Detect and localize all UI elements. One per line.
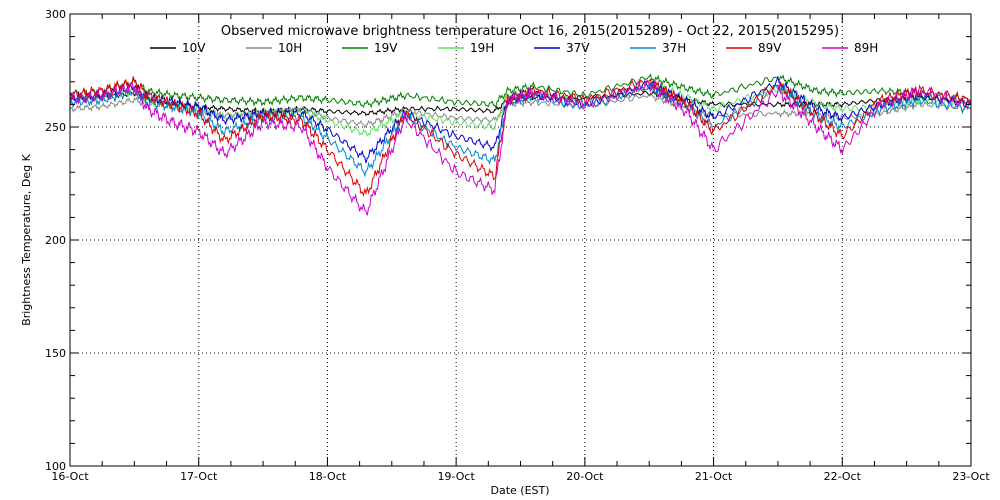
series-line-89h xyxy=(69,79,972,216)
chart-title: Observed microwave brightness temperatur… xyxy=(221,24,839,39)
axis-ticks: 100 150 200 250 300 16-Oct 17-Oct 18-Oct 19-Oct 2… xyxy=(45,8,990,483)
x-tick-label: 21-Oct xyxy=(695,470,733,483)
y-tick-label: 150 xyxy=(45,347,66,360)
x-tick-label: 19-Oct xyxy=(437,470,475,483)
legend-label-37h: 37H xyxy=(662,41,686,55)
legend-label-19v: 19V xyxy=(374,41,398,55)
legend-label-10h: 10H xyxy=(278,41,302,55)
x-tick-label: 17-Oct xyxy=(180,470,218,483)
x-tick-label: 22-Oct xyxy=(824,470,862,483)
legend-label-89h: 89H xyxy=(854,41,878,55)
x-tick-label: 16-Oct xyxy=(51,470,89,483)
series-lines xyxy=(69,73,972,216)
x-tick-label: 23-Oct xyxy=(952,470,990,483)
series-line-37v xyxy=(69,75,972,164)
y-tick-label: 100 xyxy=(45,460,66,473)
series-line-19h xyxy=(69,80,972,138)
x-axis-label: Date (EST) xyxy=(490,484,549,497)
legend-label-19h: 19H xyxy=(470,41,494,55)
grid-lines xyxy=(70,14,971,466)
legend: 10V 10H 19V 19H 37V 37H 89V 89H xyxy=(150,41,878,55)
y-tick-label: 300 xyxy=(45,8,66,21)
y-tick-label: 250 xyxy=(45,121,66,134)
series-line-89v xyxy=(69,76,972,197)
plot-frame xyxy=(69,13,972,467)
x-tick-label: 20-Oct xyxy=(566,470,604,483)
legend-label-89v: 89V xyxy=(758,41,782,55)
x-tick-label: 18-Oct xyxy=(309,470,347,483)
y-tick-label: 200 xyxy=(45,234,66,247)
legend-label-37v: 37V xyxy=(566,41,590,55)
legend-label-10v: 10V xyxy=(182,41,206,55)
y-axis-label: Brightness Temperature, Deg K xyxy=(20,153,33,325)
series-line-19v xyxy=(69,73,972,109)
